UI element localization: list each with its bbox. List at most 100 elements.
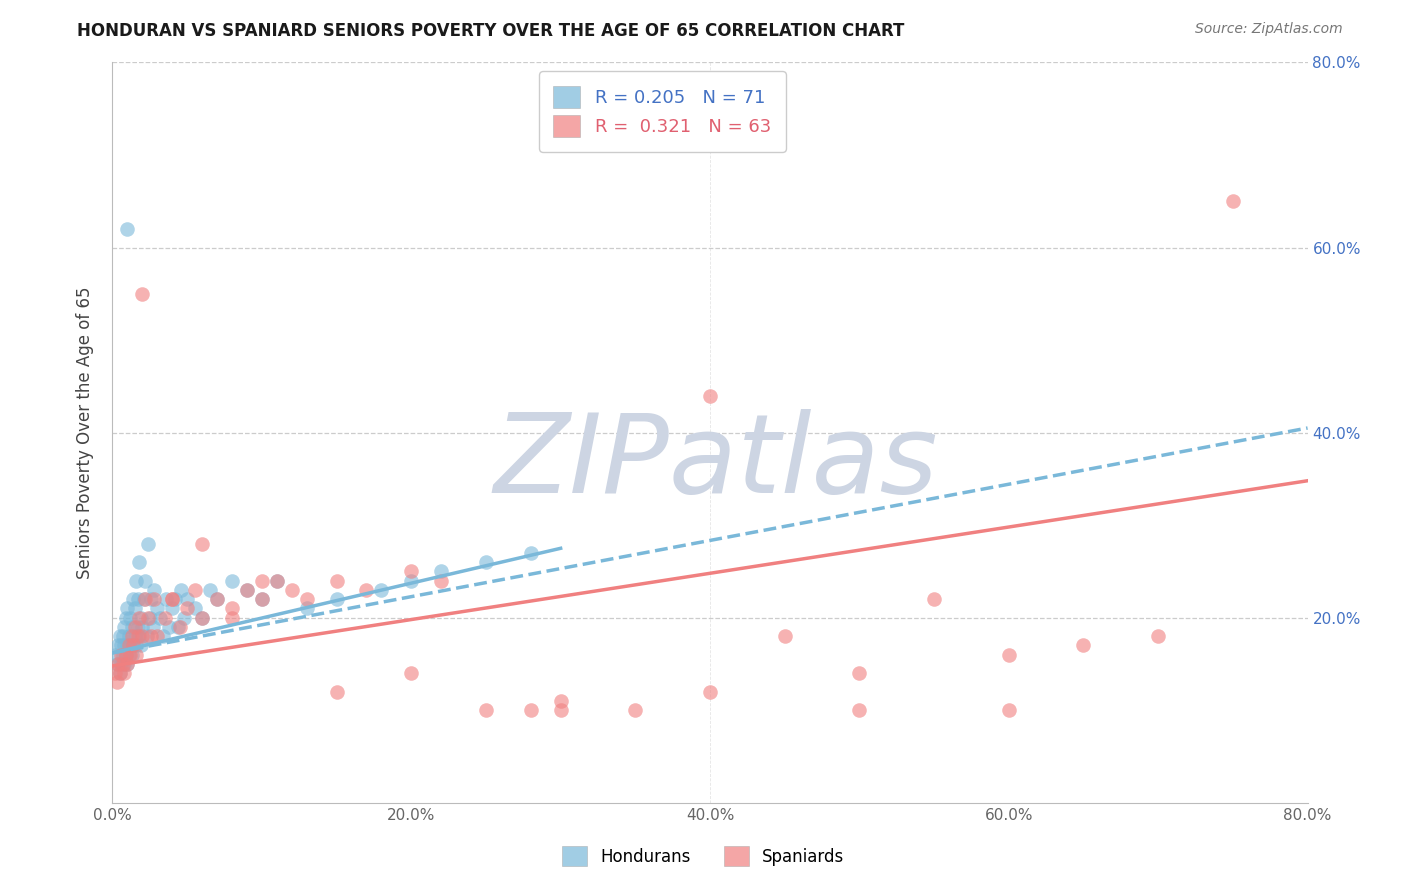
Point xyxy=(356,582,378,597)
Point xyxy=(236,582,259,597)
Point xyxy=(325,685,347,699)
Point xyxy=(475,703,498,717)
Point xyxy=(124,601,146,615)
Point xyxy=(325,574,347,588)
Point xyxy=(401,574,423,588)
Point xyxy=(1222,194,1244,209)
Point xyxy=(295,601,318,615)
Point xyxy=(281,582,304,597)
Legend: Hondurans, Spaniards: Hondurans, Spaniards xyxy=(554,838,852,875)
Point xyxy=(520,546,543,560)
Point xyxy=(142,620,165,634)
Point xyxy=(401,666,423,681)
Point xyxy=(115,648,138,662)
Point xyxy=(325,592,347,607)
Point xyxy=(176,601,198,615)
Point xyxy=(162,601,183,615)
Point xyxy=(110,639,132,653)
Point xyxy=(122,639,145,653)
Point xyxy=(120,648,142,662)
Point xyxy=(118,629,141,643)
Point xyxy=(198,582,221,597)
Point xyxy=(149,610,172,624)
Point xyxy=(250,574,273,588)
Point xyxy=(110,657,132,671)
Text: HONDURAN VS SPANIARD SENIORS POVERTY OVER THE AGE OF 65 CORRELATION CHART: HONDURAN VS SPANIARD SENIORS POVERTY OVE… xyxy=(77,22,904,40)
Y-axis label: Seniors Poverty Over the Age of 65: Seniors Poverty Over the Age of 65 xyxy=(76,286,94,579)
Point xyxy=(128,555,150,569)
Point xyxy=(131,620,153,634)
Point xyxy=(108,666,131,681)
Point xyxy=(138,536,160,550)
Point xyxy=(115,610,138,624)
Point xyxy=(135,629,157,643)
Point xyxy=(117,639,139,653)
Point xyxy=(236,582,259,597)
Point xyxy=(121,629,143,643)
Point xyxy=(191,610,214,624)
Point xyxy=(111,648,134,662)
Point xyxy=(114,657,135,671)
Point xyxy=(108,629,131,643)
Point xyxy=(111,629,134,643)
Point xyxy=(120,639,142,653)
Point xyxy=(266,574,288,588)
Point xyxy=(105,657,128,671)
Point xyxy=(114,639,135,653)
Point xyxy=(104,648,127,662)
Point xyxy=(129,610,152,624)
Point xyxy=(998,703,1021,717)
Point xyxy=(114,666,135,681)
Point xyxy=(191,610,214,624)
Point xyxy=(125,648,148,662)
Point xyxy=(117,601,139,615)
Point xyxy=(153,610,176,624)
Point xyxy=(121,620,143,634)
Point xyxy=(117,657,139,671)
Point xyxy=(165,592,187,607)
Point xyxy=(922,592,945,607)
Point xyxy=(120,610,142,624)
Point xyxy=(134,592,156,607)
Point xyxy=(370,582,392,597)
Point xyxy=(475,555,498,569)
Point xyxy=(430,574,453,588)
Point xyxy=(191,536,214,550)
Point xyxy=(139,610,162,624)
Point xyxy=(152,629,174,643)
Point xyxy=(295,592,318,607)
Point xyxy=(141,592,163,607)
Point xyxy=(125,639,148,653)
Point xyxy=(117,222,139,236)
Point xyxy=(173,610,195,624)
Point xyxy=(128,629,150,643)
Point xyxy=(1147,629,1170,643)
Point xyxy=(162,592,183,607)
Point xyxy=(250,592,273,607)
Point xyxy=(122,639,145,653)
Point xyxy=(183,601,205,615)
Point xyxy=(624,703,647,717)
Point xyxy=(162,592,183,607)
Point xyxy=(143,582,166,597)
Point xyxy=(401,565,423,579)
Point xyxy=(170,582,193,597)
Point xyxy=(132,592,155,607)
Point xyxy=(127,592,149,607)
Point xyxy=(104,666,127,681)
Point xyxy=(134,574,156,588)
Point xyxy=(111,657,134,671)
Point xyxy=(221,601,243,615)
Point xyxy=(430,565,453,579)
Point xyxy=(121,648,143,662)
Point xyxy=(169,620,191,634)
Point xyxy=(550,694,572,708)
Point xyxy=(107,657,129,671)
Point xyxy=(141,629,163,643)
Point xyxy=(1073,639,1095,653)
Point xyxy=(146,601,169,615)
Legend: R = 0.205   N = 71, R =  0.321   N = 63: R = 0.205 N = 71, R = 0.321 N = 63 xyxy=(538,71,786,152)
Point xyxy=(699,685,721,699)
Point xyxy=(107,639,129,653)
Point xyxy=(138,610,160,624)
